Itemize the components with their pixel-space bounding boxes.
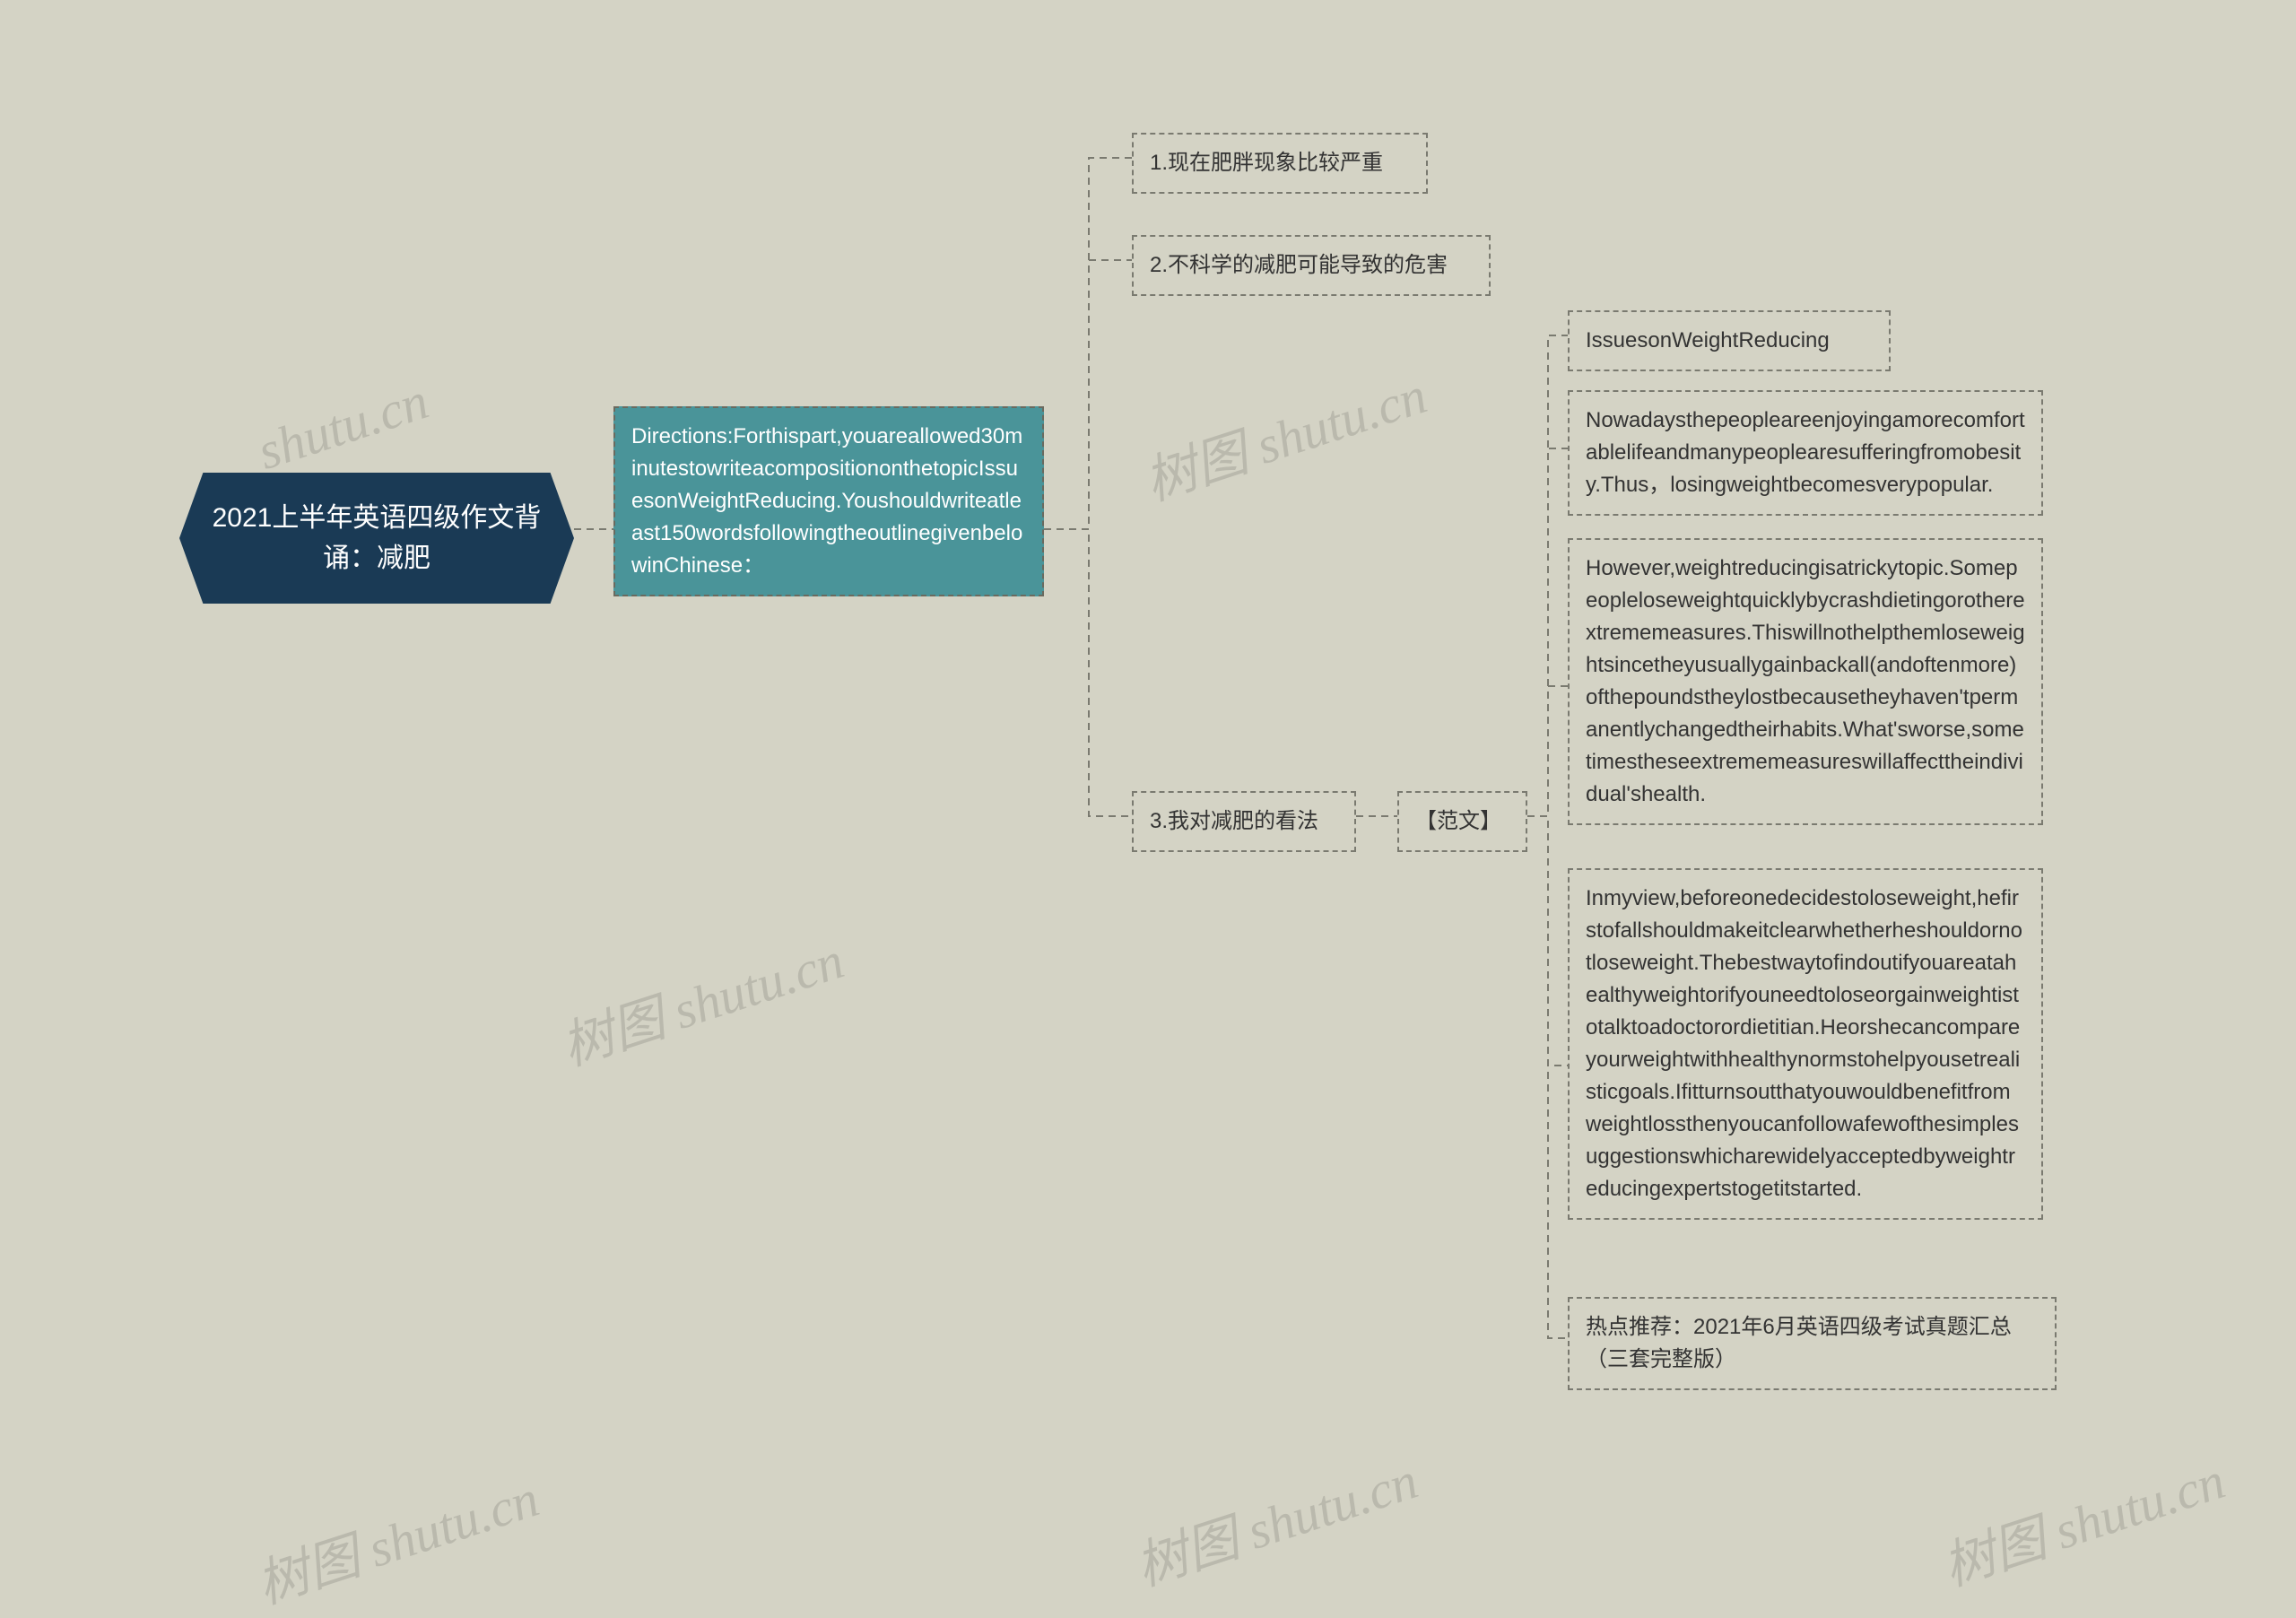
- essay-paragraph-3[interactable]: Inmyview,beforeonedecidestoloseweight,he…: [1568, 868, 2043, 1220]
- watermark: 树图 shutu.cn: [1125, 1439, 1425, 1600]
- root-node[interactable]: 2021上半年英语四级作文背诵：减肥: [179, 473, 574, 604]
- watermark: 树图 shutu.cn: [1932, 1439, 2232, 1600]
- watermark: 树图 shutu.cn: [246, 1457, 546, 1618]
- fanwen-label: 【范文】: [1415, 809, 1501, 833]
- directions-text: Directions:Forthispart,youareallowed30mi…: [631, 424, 1022, 578]
- outline-item-1[interactable]: 1.现在肥胖现象比较严重: [1132, 133, 1428, 194]
- essay-paragraph-2[interactable]: However,weightreducingisatrickytopic.Som…: [1568, 538, 2043, 825]
- hot-recommend-node[interactable]: 热点推荐：2021年6月英语四级考试真题汇总（三套完整版）: [1568, 1297, 2057, 1390]
- essay-text: Inmyview,beforeonedecidestoloseweight,he…: [1586, 886, 2022, 1201]
- root-label: 2021上半年英语四级作文背诵：减肥: [213, 503, 542, 573]
- outline-label: 3.我对减肥的看法: [1150, 809, 1318, 833]
- mindmap-canvas: shutu.cn 树图 shutu.cn 树图 shutu.cn 树图 shut…: [0, 0, 2296, 1608]
- outline-label: 1.现在肥胖现象比较严重: [1150, 151, 1383, 175]
- fanwen-node[interactable]: 【范文】: [1397, 791, 1527, 852]
- outline-item-2[interactable]: 2.不科学的减肥可能导致的危害: [1132, 235, 1491, 296]
- essay-text: Nowadaysthepeopleareenjoyingamorecomfort…: [1586, 408, 2025, 497]
- watermark: 树图 shutu.cn: [551, 918, 851, 1080]
- essay-text: However,weightreducingisatrickytopic.Som…: [1586, 556, 2025, 806]
- essay-title-text: IssuesonWeightReducing: [1586, 328, 1830, 352]
- essay-paragraph-1[interactable]: Nowadaysthepeopleareenjoyingamorecomfort…: [1568, 390, 2043, 516]
- directions-node[interactable]: Directions:Forthispart,youareallowed30mi…: [613, 406, 1044, 596]
- outline-label: 2.不科学的减肥可能导致的危害: [1150, 253, 1448, 277]
- outline-item-3[interactable]: 3.我对减肥的看法: [1132, 791, 1356, 852]
- hot-recommend-text: 热点推荐：2021年6月英语四级考试真题汇总（三套完整版）: [1586, 1315, 2012, 1371]
- watermark: 树图 shutu.cn: [1134, 353, 1434, 515]
- essay-title-node[interactable]: IssuesonWeightReducing: [1568, 310, 1891, 371]
- watermark: shutu.cn: [250, 370, 435, 482]
